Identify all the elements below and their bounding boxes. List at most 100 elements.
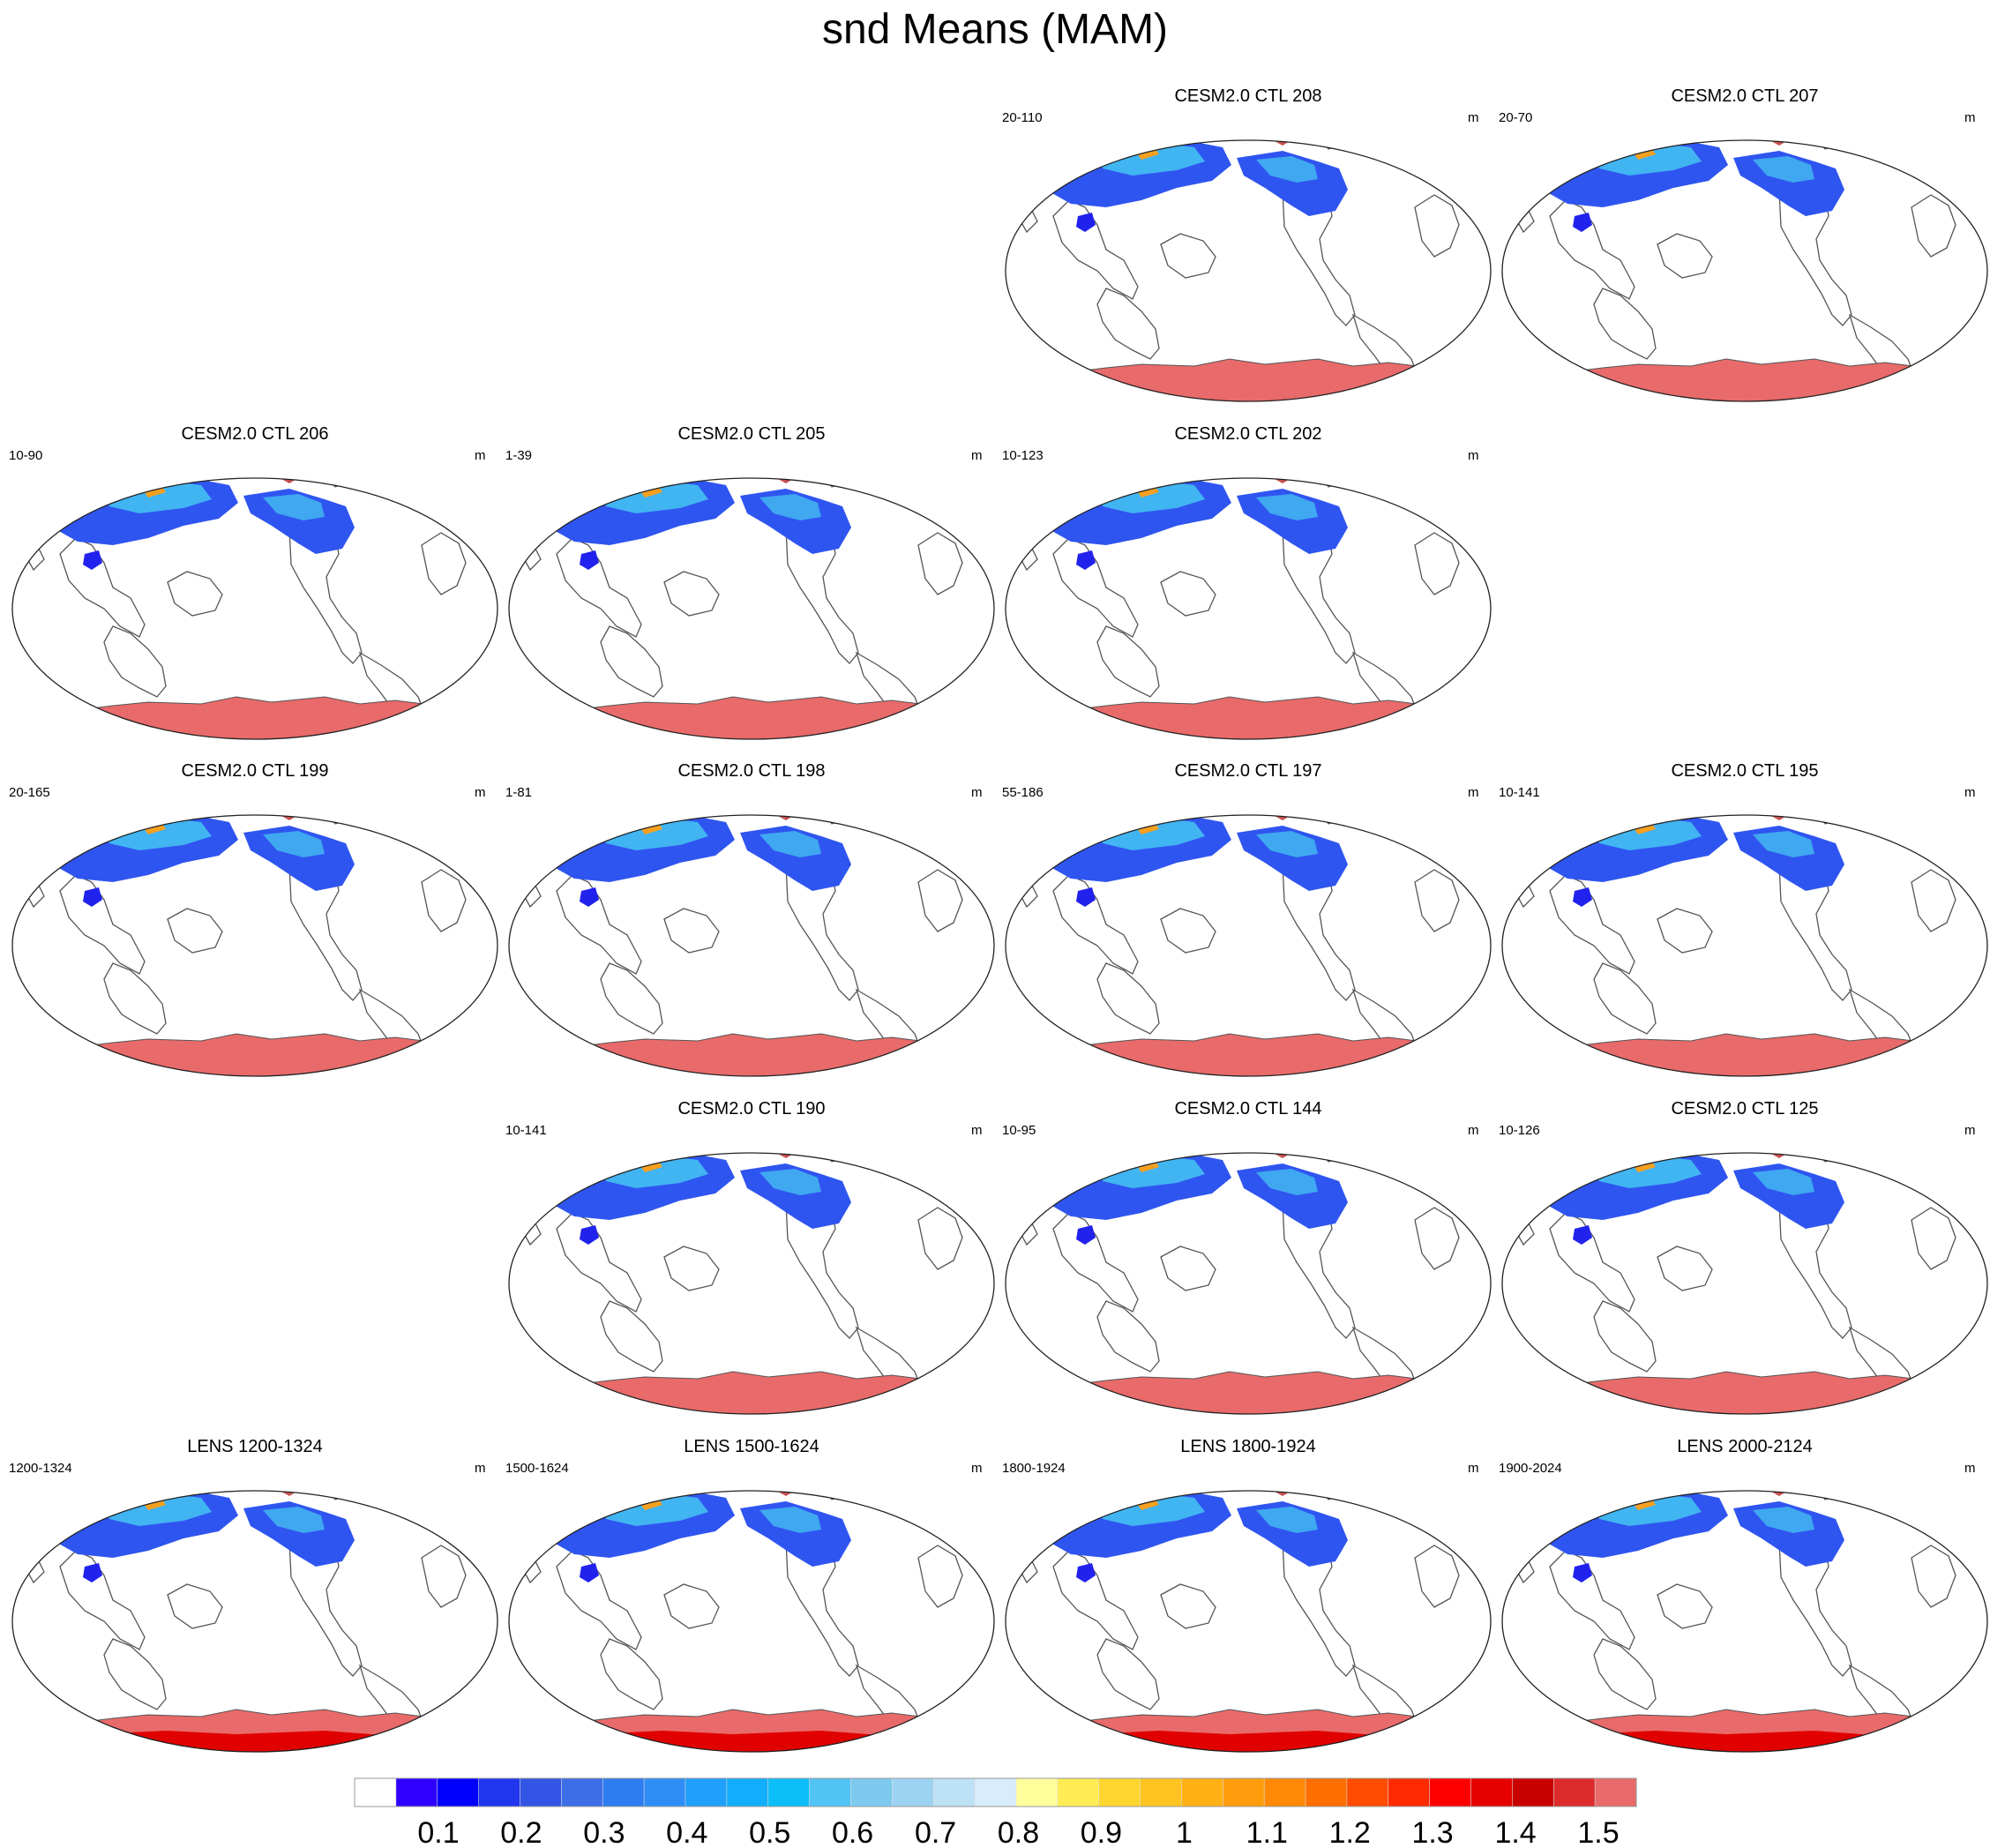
coastline bbox=[556, 1550, 642, 1650]
panel-units-label: m bbox=[475, 785, 486, 800]
coastline bbox=[556, 874, 642, 975]
snow-field-antarctica bbox=[509, 1033, 994, 1076]
coastline bbox=[600, 1300, 663, 1373]
coastline bbox=[1549, 1550, 1635, 1650]
coastline bbox=[1052, 874, 1139, 975]
colorbar-swatch bbox=[974, 1777, 1017, 1807]
map-panel-svg: LENS 1800-1924 1800-1924 m bbox=[1002, 1437, 1492, 1753]
map-border bbox=[508, 1152, 995, 1415]
colorbar-tick-label: 0.9 bbox=[1081, 1816, 1122, 1848]
panel-title: LENS 1500-1624 bbox=[684, 1437, 819, 1456]
panel-title: CESM2.0 CTL 198 bbox=[677, 761, 825, 781]
panel-units-label: m bbox=[1964, 1461, 1976, 1476]
coastline bbox=[1351, 651, 1421, 739]
panel-units-label: m bbox=[971, 448, 983, 463]
coastline bbox=[1052, 537, 1139, 638]
colorbar-swatch bbox=[809, 1777, 852, 1807]
coastline bbox=[358, 651, 428, 739]
colorbar-tick-label: 1 bbox=[1176, 1816, 1193, 1848]
coastline bbox=[1414, 869, 1460, 932]
coastline bbox=[855, 1326, 924, 1414]
map-background bbox=[1006, 1153, 1491, 1414]
snow-field-tibet bbox=[580, 550, 599, 570]
panel-title: LENS 1800-1924 bbox=[1180, 1437, 1315, 1456]
snow-field-antarctica bbox=[509, 696, 994, 739]
snow-field-north-america-deep bbox=[759, 1169, 821, 1195]
snow-field-north-america-deep bbox=[759, 831, 821, 857]
coastline bbox=[1549, 874, 1635, 975]
map-border bbox=[11, 477, 498, 740]
panel-title: CESM2.0 CTL 206 bbox=[181, 424, 328, 444]
snow-field-tibet bbox=[1076, 887, 1096, 907]
map-background bbox=[509, 815, 994, 1076]
panel-units-label: m bbox=[1468, 785, 1479, 800]
coastline bbox=[59, 537, 146, 638]
colorbar-swatch bbox=[1140, 1777, 1183, 1807]
snow-field-antarctica bbox=[1502, 1033, 1987, 1076]
panel-range-label: 10-90 bbox=[9, 448, 42, 463]
map-panel: LENS 1800-1924 1800-1924 m bbox=[1000, 1434, 1497, 1769]
panel-units-label: m bbox=[1964, 785, 1976, 800]
snow-field-antarctica bbox=[1006, 1033, 1491, 1076]
snow-field-north-america-deep bbox=[1753, 1169, 1814, 1195]
coastline bbox=[1848, 988, 1918, 1076]
coastline bbox=[103, 1638, 167, 1710]
snow-field-antarctica bbox=[509, 1371, 994, 1414]
coastline bbox=[1160, 233, 1216, 279]
coastline bbox=[1593, 1638, 1657, 1710]
map-panel-svg: CESM2.0 CTL 208 20-110 m bbox=[1002, 86, 1492, 402]
coastline bbox=[1911, 869, 1956, 932]
snow-field-antarctica-interior bbox=[592, 1731, 918, 1752]
coastline bbox=[1593, 1300, 1657, 1373]
colorbar-swatch bbox=[478, 1777, 521, 1807]
coastline bbox=[663, 908, 720, 954]
colorbar-swatch bbox=[1429, 1777, 1472, 1807]
snow-field-antarctica bbox=[1006, 1371, 1491, 1414]
map-panel-svg: CESM2.0 CTL 206 10-90 m bbox=[9, 424, 498, 740]
coastline bbox=[59, 1550, 146, 1650]
snow-field-antarctica bbox=[12, 1033, 498, 1076]
coastline bbox=[600, 1638, 663, 1710]
coastline bbox=[358, 988, 428, 1076]
coastline bbox=[1096, 962, 1160, 1035]
map-background bbox=[12, 478, 498, 739]
colorbar-tick-label: 1.3 bbox=[1411, 1816, 1453, 1848]
colorbar-tick-label: 1.5 bbox=[1577, 1816, 1619, 1848]
coastline bbox=[103, 625, 167, 698]
colorbar-swatch bbox=[354, 1777, 397, 1807]
map-border bbox=[1501, 1490, 1988, 1753]
snow-field-tibet bbox=[1573, 887, 1592, 907]
panel-range-label: 10-95 bbox=[1002, 1123, 1036, 1138]
panel-title: CESM2.0 CTL 199 bbox=[181, 761, 328, 781]
colorbar-frame bbox=[354, 1777, 1637, 1807]
coastline bbox=[663, 1246, 720, 1291]
coastline bbox=[917, 1545, 963, 1608]
colorbar-swatch bbox=[1470, 1777, 1514, 1807]
coastline bbox=[855, 988, 924, 1076]
coastline bbox=[1160, 1583, 1216, 1629]
map-panel: CESM2.0 CTL 202 10-123 m bbox=[1000, 422, 1497, 757]
map-panel: LENS 1200-1324 1200-1324 m bbox=[7, 1434, 504, 1769]
panel-range-label: 1900-2024 bbox=[1499, 1461, 1562, 1476]
panel-title: CESM2.0 CTL 195 bbox=[1671, 761, 1818, 781]
colorbar-swatch bbox=[395, 1777, 438, 1807]
colorbar-swatch bbox=[685, 1777, 728, 1807]
colorbar-swatch bbox=[767, 1777, 811, 1807]
snow-field-antarctica-interior bbox=[1089, 1731, 1415, 1752]
panel-title: CESM2.0 CTL 144 bbox=[1174, 1099, 1321, 1119]
panel-title: LENS 1200-1324 bbox=[187, 1437, 322, 1456]
coastline bbox=[1096, 1300, 1160, 1373]
colorbar-swatch bbox=[1594, 1777, 1637, 1807]
map-border bbox=[1501, 1152, 1988, 1415]
map-background bbox=[1006, 1491, 1491, 1752]
colorbar-tick-label: 0.7 bbox=[915, 1816, 956, 1848]
map-background bbox=[1502, 815, 1987, 1076]
coastline bbox=[1160, 908, 1216, 954]
coastline bbox=[358, 1664, 428, 1752]
map-background bbox=[1502, 1153, 1987, 1414]
map-border bbox=[1501, 139, 1988, 402]
snow-field-tibet bbox=[1076, 1225, 1096, 1245]
snow-field-north-america-deep bbox=[263, 831, 325, 857]
colorbar-swatch bbox=[1305, 1777, 1348, 1807]
